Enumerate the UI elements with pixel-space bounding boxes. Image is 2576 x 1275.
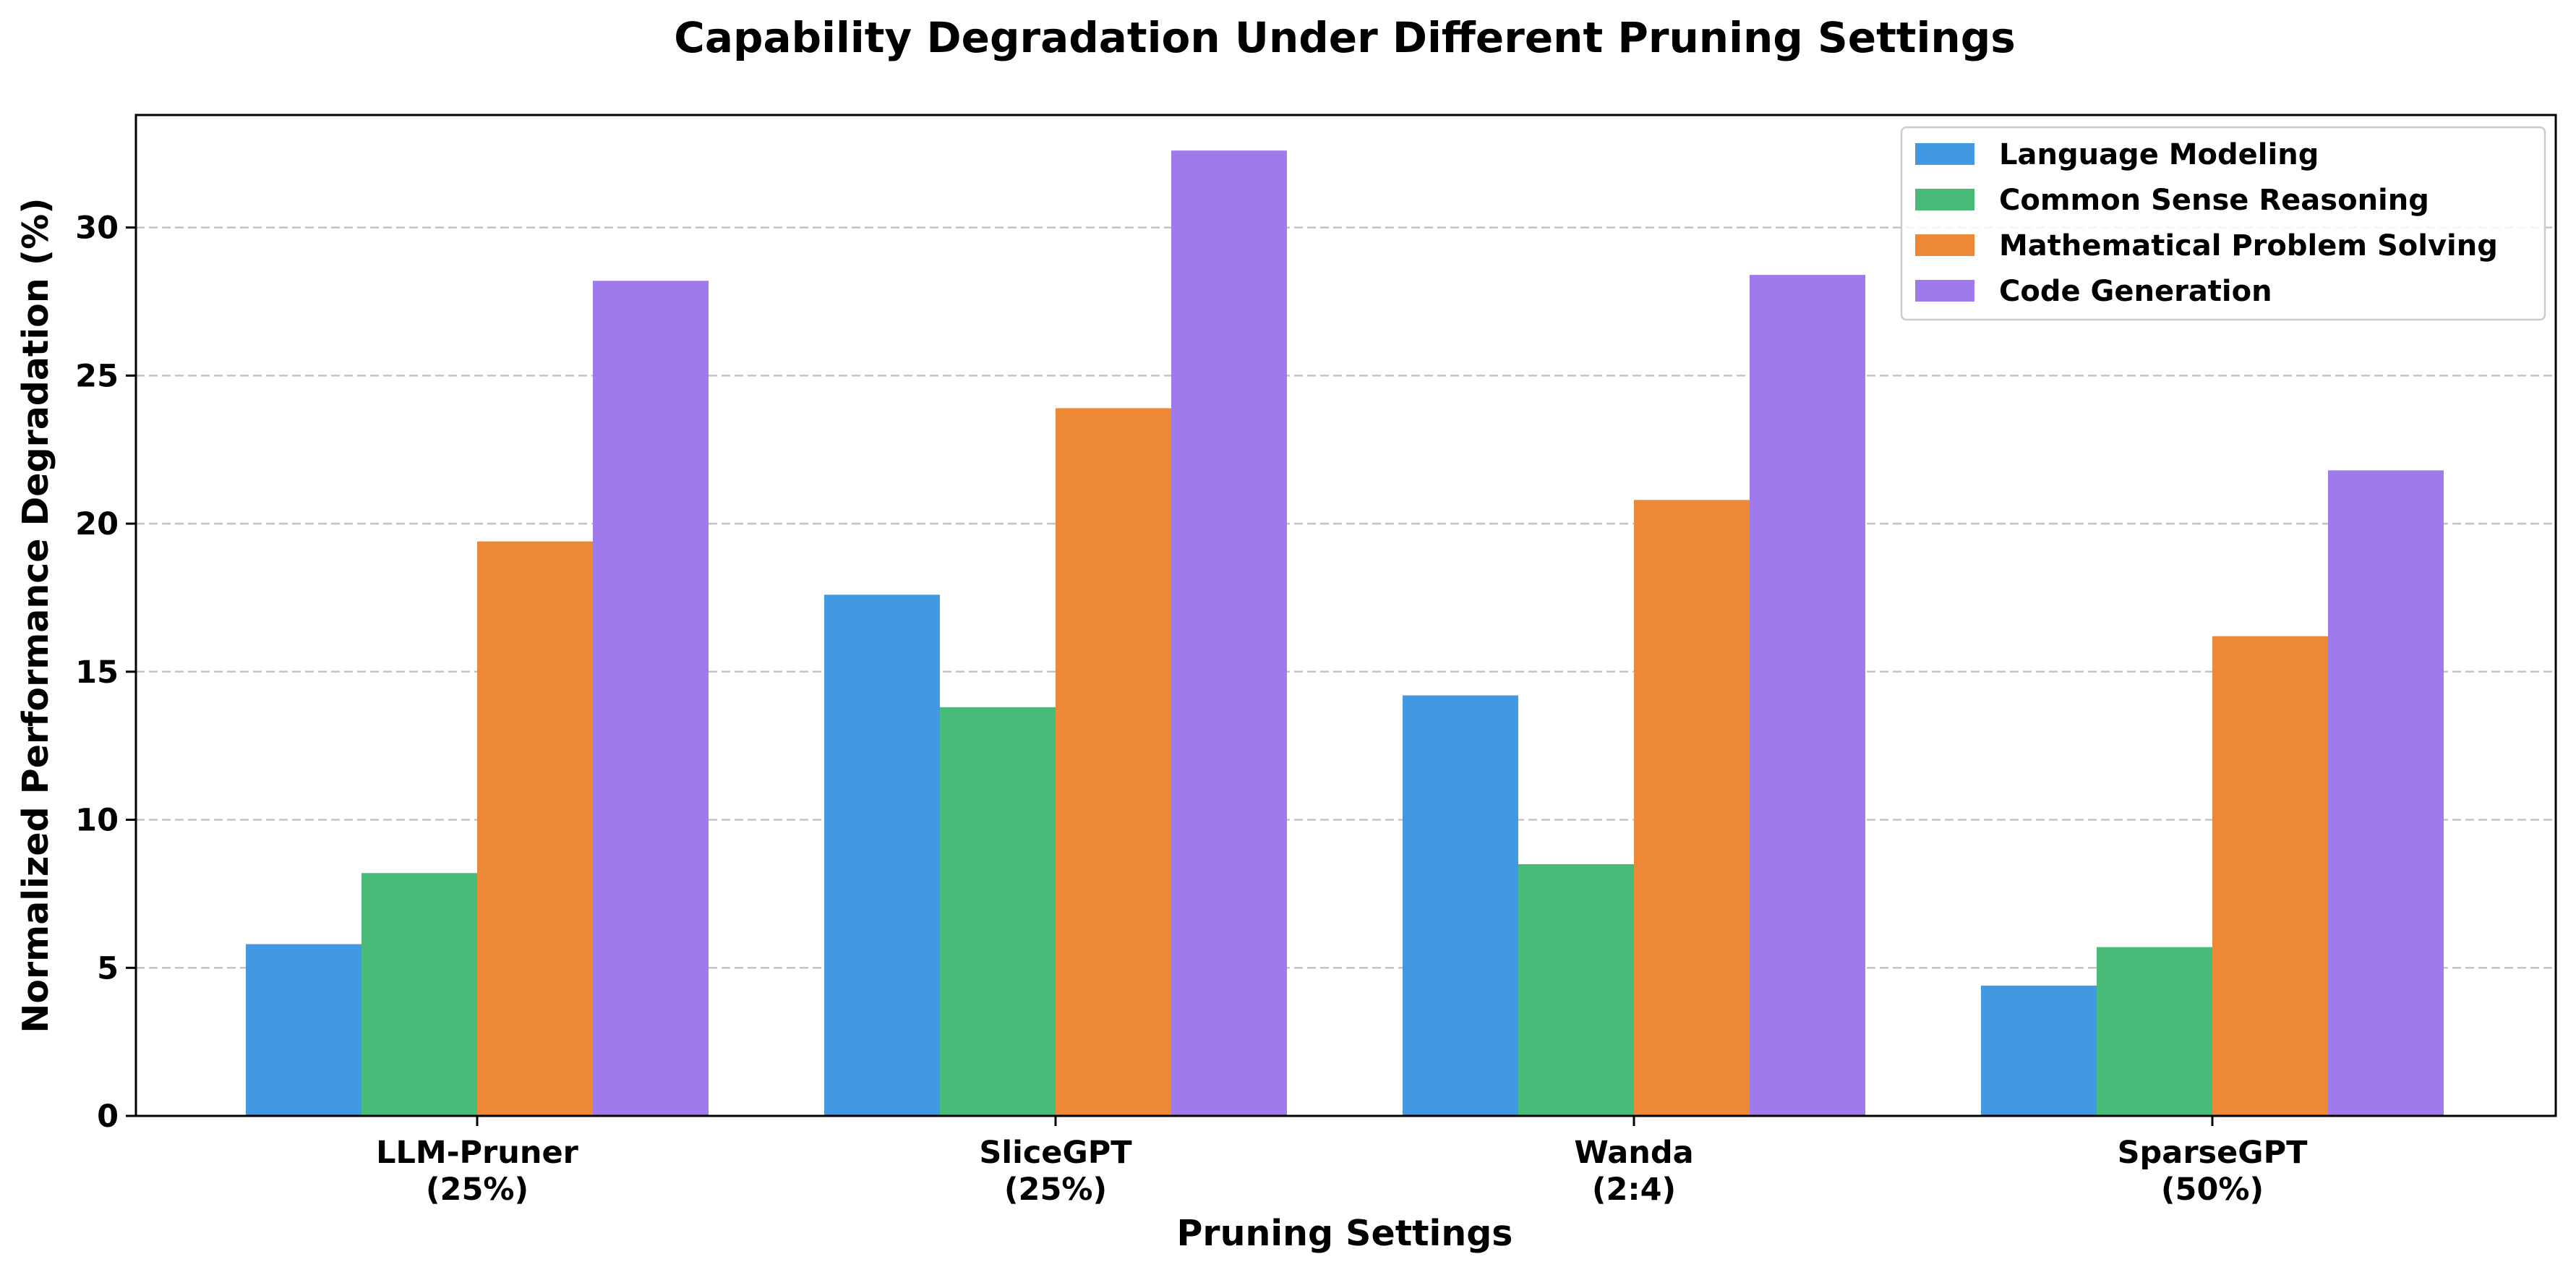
bar	[1518, 863, 1634, 1116]
legend-box	[1900, 126, 2546, 321]
y-tick-label: 25	[75, 358, 119, 394]
bar	[593, 281, 709, 1117]
x-axis-ticks: LLM-Pruner (25%) SliceGPT (25%) Wanda (2:4) Sp…	[376, 1116, 2308, 1208]
bar	[1750, 275, 1865, 1116]
legend-label: Common Sense Reasoning	[1999, 184, 2429, 217]
y-tick-label: 0	[97, 1099, 119, 1135]
y-axis-label: Normalized Performance Degradation (%)	[15, 197, 56, 1033]
bar	[1403, 695, 1518, 1116]
bars	[246, 150, 2444, 1117]
x-tick-label: SliceGPT (25%)	[979, 1135, 1132, 1208]
bar	[2097, 947, 2212, 1116]
legend-label: Mathematical Problem Solving	[1999, 229, 2498, 263]
bar	[1171, 150, 1287, 1116]
chart-title: Capability Degradation Under Different P…	[674, 13, 2015, 62]
y-tick-label: 5	[97, 950, 119, 986]
bar	[2212, 636, 2328, 1116]
x-tick-label: Wanda (2:4)	[1574, 1135, 1693, 1208]
bar	[1981, 985, 2097, 1116]
legend-swatch	[1915, 189, 1974, 210]
legend-swatch	[1915, 280, 1974, 302]
y-tick-label: 15	[75, 654, 119, 691]
bar	[2328, 470, 2444, 1116]
y-tick-label: 20	[75, 506, 119, 542]
plot-area-frame	[134, 114, 2557, 1117]
bar	[246, 944, 361, 1116]
bar	[1634, 500, 1750, 1116]
x-axis-label: Pruning Settings	[1177, 1213, 1513, 1254]
legend-swatch	[1915, 143, 1974, 165]
legend: Language Modeling Common Sense Reasoning M…	[1900, 126, 2546, 321]
legend-swatch	[1915, 234, 1974, 256]
legend-label: Code Generation	[1999, 275, 2272, 308]
x-tick-label: LLM-Pruner (25%)	[376, 1135, 579, 1208]
x-tick-label: SparseGPT (50%)	[2118, 1135, 2308, 1208]
y-tick-label: 30	[75, 210, 119, 247]
legend-label: Language Modeling	[1999, 138, 2319, 171]
y-axis-ticks: 0 5 10 15 20 25 30	[75, 210, 136, 1135]
bar	[361, 873, 477, 1116]
bar	[940, 707, 1056, 1116]
bar	[1056, 408, 1171, 1116]
bar	[477, 541, 593, 1116]
bar	[824, 594, 940, 1116]
y-tick-label: 10	[75, 803, 119, 839]
